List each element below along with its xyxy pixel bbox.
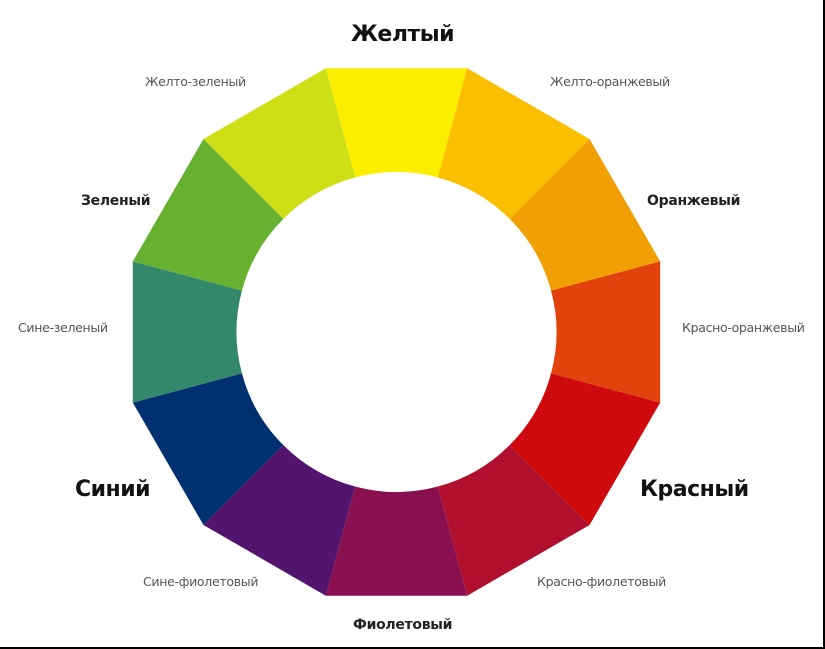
wheel-segment-5: [509, 373, 661, 526]
wheel-segment-10: [132, 261, 242, 403]
label-blue-violet: Сине-фиолетовый: [143, 574, 259, 589]
label-red: Красный: [640, 477, 749, 502]
wheel-segment-9: [132, 373, 284, 526]
label-orange: Оранжевый: [647, 193, 741, 209]
wheel-segment-12: [203, 68, 356, 219]
wheel-segment-3: [509, 138, 661, 291]
label-yellow-orange: Желто-оранжевый: [550, 74, 670, 89]
wheel-segment-6: [437, 445, 590, 596]
label-blue-green: Сине-зеленый: [18, 320, 108, 335]
wheel-segment-1: [325, 68, 468, 178]
wheel-segment-11: [132, 138, 284, 291]
label-yellow: Желтый: [351, 22, 455, 47]
label-violet: Фиолетовый: [353, 617, 453, 633]
wheel-segment-2: [437, 68, 590, 219]
label-yellow-green: Желто-зеленый: [145, 74, 246, 89]
label-red-violet: Красно-фиолетовый: [537, 574, 667, 589]
label-green: Зеленый: [81, 193, 151, 209]
label-blue: Синий: [75, 477, 151, 502]
label-red-orange: Красно-оранжевый: [682, 320, 805, 335]
wheel-segment-7: [325, 486, 468, 596]
wheel-segment-4: [551, 261, 661, 403]
wheel-segment-8: [203, 445, 356, 596]
